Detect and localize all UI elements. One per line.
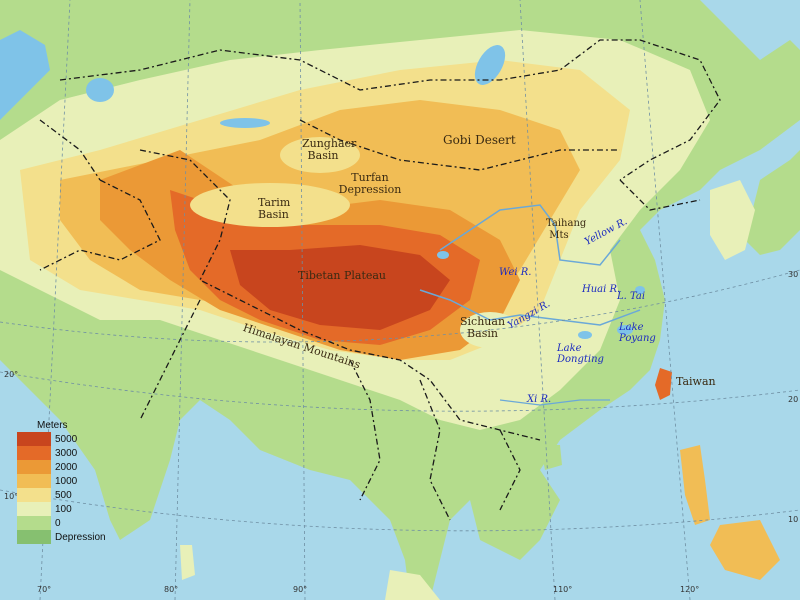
lat-10-right-label: 10 — [788, 515, 799, 524]
peak-zone — [230, 245, 450, 330]
legend-swatch — [17, 474, 51, 488]
qinghai-lake — [437, 251, 449, 259]
japan-island — [745, 150, 800, 255]
xi-river-label: Xi R. — [527, 394, 552, 405]
lon-120-label: 120° — [680, 585, 700, 594]
sumatra-island — [385, 570, 440, 600]
yellow-river — [439, 204, 621, 266]
legend-rows: 5000 3000 2000 1000 500 100 0 Depression — [17, 432, 127, 544]
tai-lake-shape — [635, 286, 645, 294]
legend-label: 1000 — [55, 475, 78, 487]
lat-30-right-label: 30 — [788, 270, 799, 279]
tibetan-plateau-label: Tibetan Plateau — [298, 269, 387, 282]
lon-90-label: 90° — [293, 585, 308, 594]
sichuan-basin-shape — [460, 312, 520, 348]
balkhash-lake — [220, 118, 270, 128]
taihang-mts-label: Taihang Mts — [546, 218, 587, 241]
legend-item: Depression — [17, 530, 127, 544]
sri-lanka-island — [180, 545, 195, 580]
zunghaer-basin-label: Zunghaer Basin — [302, 137, 357, 162]
lake-dongting-label: Lake Dongting — [557, 343, 604, 365]
philippines-south — [710, 520, 780, 580]
caspian-lake — [0, 30, 50, 120]
legend-swatch — [17, 530, 51, 544]
zunghaer-basin-shape — [280, 137, 360, 173]
taiwan-island — [655, 368, 672, 400]
legend-swatch — [17, 460, 51, 474]
legend-swatch — [17, 488, 51, 502]
gobi-desert-label: Gobi Desert — [443, 133, 516, 147]
legend-label: 3000 — [55, 447, 78, 459]
legend-swatch — [17, 432, 51, 446]
xi-river — [499, 399, 610, 406]
legend-item: 1000 — [17, 474, 127, 488]
wei-river-label: Wei R. — [499, 267, 532, 278]
legend-label: Depression — [55, 531, 106, 543]
lat-20-label: 20° — [4, 370, 19, 379]
lon-110-label: 110° — [553, 585, 573, 594]
legend-swatch — [17, 516, 51, 530]
legend-item: 500 — [17, 488, 127, 502]
dongting-lake-shape — [578, 331, 592, 339]
elevation-legend: Meters 5000 3000 2000 1000 500 100 0 Depression — [17, 420, 127, 544]
tarim-basin-shape — [190, 183, 350, 227]
yangzi-river — [419, 289, 641, 326]
lake-poyang-label: Lake Poyang — [619, 322, 656, 344]
aral-lake — [86, 78, 114, 102]
legend-swatch — [17, 446, 51, 460]
tarim-basin-label: Tarim Basin — [258, 196, 291, 221]
baikal-lake — [474, 45, 506, 85]
lon-70-label: 70° — [37, 585, 52, 594]
national-borders — [39, 39, 721, 521]
lake-tai-label: L. Tai — [617, 291, 646, 302]
sichuan-basin-label: Sichuan Basin — [460, 315, 506, 340]
legend-label: 5000 — [55, 433, 78, 445]
hainan-island — [540, 445, 562, 470]
legend-swatch — [17, 502, 51, 516]
legend-item: 5000 — [17, 432, 127, 446]
lat-20-right-label: 20 — [788, 395, 799, 404]
poyang-lake-shape — [617, 325, 633, 335]
legend-label: 2000 — [55, 461, 78, 473]
legend-label: 500 — [55, 489, 72, 501]
legend-title: Meters — [37, 420, 68, 431]
lat-10-label: 10° — [4, 492, 19, 501]
legend-item: 3000 — [17, 446, 127, 460]
philippines-north — [680, 445, 710, 525]
lon-80-label: 80° — [164, 585, 179, 594]
legend-item: 0 — [17, 516, 127, 530]
legend-item: 2000 — [17, 460, 127, 474]
huai-river-label: Huai R. — [582, 284, 621, 295]
turfan-depression-label: Turfan Depression — [338, 171, 402, 196]
legend-item: 100 — [17, 502, 127, 516]
korea-peninsula — [710, 180, 755, 260]
legend-label: 0 — [55, 517, 61, 529]
taiwan-label: Taiwan — [676, 375, 716, 388]
legend-label: 100 — [55, 503, 72, 515]
